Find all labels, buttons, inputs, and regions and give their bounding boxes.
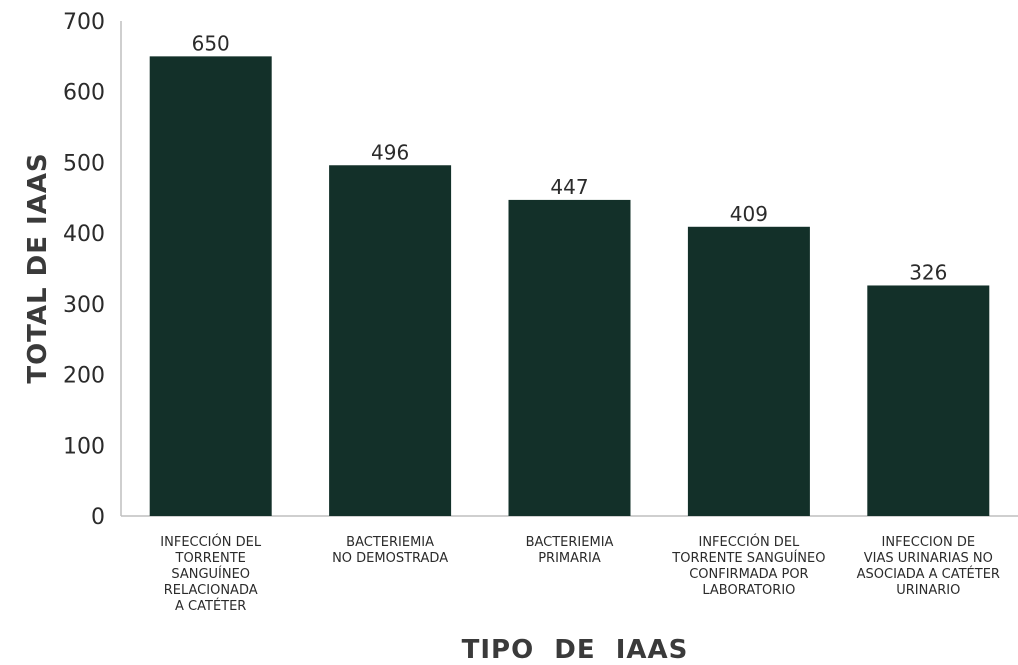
y-tick-label: 500 (63, 151, 105, 176)
y-axis-title: TOTAL DE IAAS (23, 152, 53, 384)
y-tick-label: 300 (63, 293, 105, 318)
category-label: INFECCIÓN DEL TORRENTE SANGUÍNEO RELACIO… (160, 535, 262, 614)
data-label: 409 (730, 202, 768, 226)
bar (329, 165, 452, 516)
data-label: 447 (550, 175, 588, 199)
category-label: INFECCION DE VIAS URINARIAS NO ASOCIADA … (856, 535, 1000, 598)
bar (687, 226, 810, 516)
data-label: 650 (192, 31, 230, 55)
data-label: 496 (371, 140, 409, 164)
y-tick-label: 600 (63, 81, 105, 106)
y-tick-label: 200 (63, 364, 105, 389)
bar (149, 56, 272, 516)
bar (867, 285, 990, 516)
category-label: BACTERIEMIA NO DEMOSTRADA (332, 535, 449, 566)
category-label: INFECCIÓN DEL TORRENTE SANGUÍNEO CONFIRM… (672, 535, 826, 598)
y-tick-label: 100 (63, 434, 105, 459)
y-tick-label: 0 (91, 505, 105, 530)
x-axis-title: TIPO DE IAAS (461, 635, 689, 665)
bar (508, 199, 631, 516)
category-label: BACTERIEMIA PRIMARIA (525, 535, 614, 566)
data-label: 326 (909, 260, 947, 284)
y-tick-label: 400 (63, 222, 105, 247)
y-tick-label: 700 (63, 10, 105, 35)
